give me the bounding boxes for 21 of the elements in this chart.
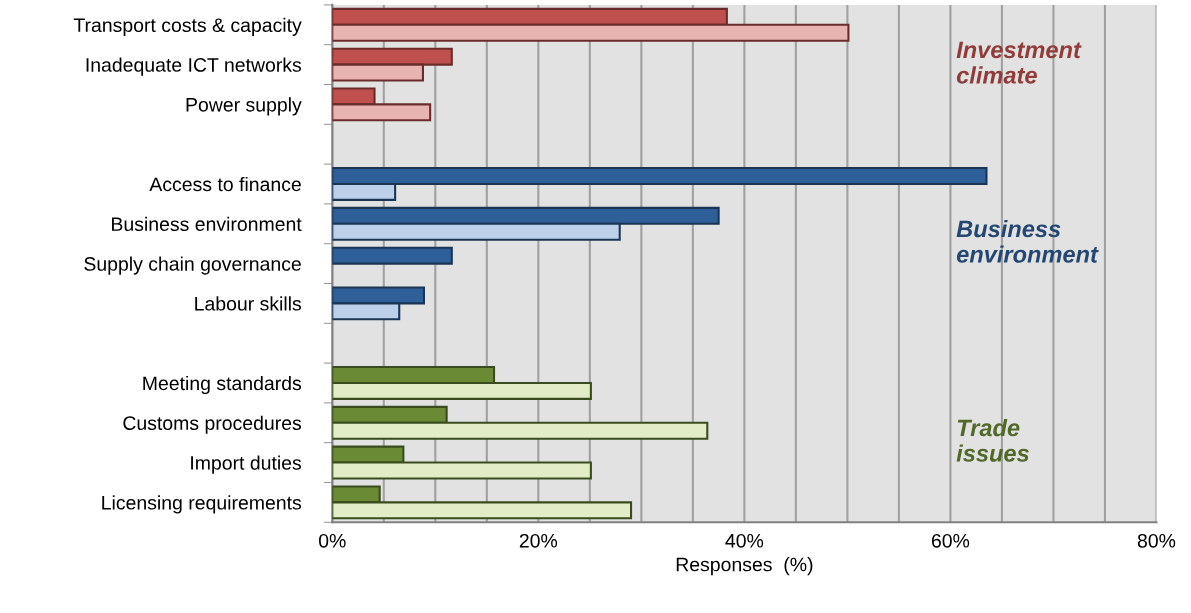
x-tick-label: 60% bbox=[931, 533, 970, 548]
y-tick-label: Labour skills bbox=[195, 296, 302, 311]
annotation: Trade issues bbox=[956, 418, 1029, 462]
annotation: Business environment bbox=[956, 219, 1099, 263]
y-tick-label: Supply chain governance bbox=[84, 256, 301, 275]
x-axis-title: Responses (%) bbox=[676, 557, 813, 576]
y-tick-label: Access to finance bbox=[149, 176, 301, 192]
y-tick-label: Customs procedures bbox=[123, 415, 302, 434]
y-tick-label: Power supply bbox=[186, 97, 302, 116]
y-tick-label: Business environment bbox=[112, 216, 302, 232]
y-tick-label: Meeting standards bbox=[143, 375, 302, 395]
x-tick-label: 40% bbox=[725, 533, 764, 548]
annotation: Investment climate bbox=[956, 41, 1082, 84]
y-tick-label: Import duties bbox=[191, 455, 302, 474]
y-tick-label: Transport costs & capacity bbox=[73, 17, 302, 36]
y-tick-label: Inadequate ICT networks bbox=[86, 57, 302, 76]
x-tick-label: 20% bbox=[519, 533, 558, 548]
y-tick-label: Licensing requirements bbox=[102, 495, 302, 514]
x-tick-label: 0% bbox=[319, 533, 346, 548]
x-tick-label: 80% bbox=[1137, 533, 1176, 548]
bar bbox=[332, 246, 453, 265]
